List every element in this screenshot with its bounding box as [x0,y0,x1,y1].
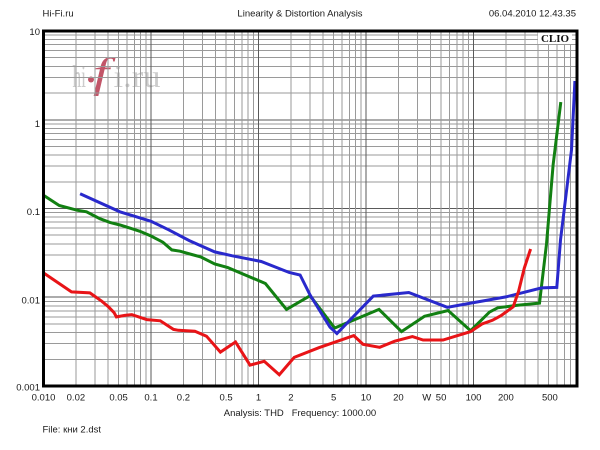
svg-text:Linearity & Distortion Analysi: Linearity & Distortion Analysis [237,9,362,20]
svg-text:hi: hi [73,58,87,94]
svg-text:50: 50 [436,393,447,404]
svg-text:10: 10 [361,393,372,404]
svg-text:10: 10 [29,27,40,38]
svg-text:0.2: 0.2 [177,393,190,404]
svg-text:100: 100 [466,393,482,404]
svg-text:Hi-Fi.ru: Hi-Fi.ru [43,9,74,20]
svg-text:0.1: 0.1 [27,207,40,218]
svg-text:0.02: 0.02 [67,393,86,404]
svg-text:File: кни 2.dst: File: кни 2.dst [43,425,102,436]
svg-text:Analysis: THD Frequency: 100: Analysis: THD Frequency: 1000.00 [224,408,376,419]
svg-text:06.04.2010 12.43.35: 06.04.2010 12.43.35 [489,9,576,20]
svg-text:1: 1 [35,119,40,130]
svg-text:0.05: 0.05 [109,393,128,404]
svg-text:20: 20 [393,393,404,404]
svg-text:i.ru: i.ru [114,58,161,94]
svg-text:0.1: 0.1 [144,393,157,404]
svg-text:0.010: 0.010 [32,393,56,404]
svg-text:CLIO: CLIO [541,33,570,45]
svg-text:500: 500 [542,393,558,404]
svg-text:2: 2 [288,393,293,404]
svg-text:5: 5 [331,393,336,404]
svg-text:0.5: 0.5 [219,393,232,404]
svg-text:0.001: 0.001 [16,382,40,393]
svg-text:0.01: 0.01 [22,295,41,306]
svg-text:200: 200 [498,393,514,404]
svg-text:W: W [422,393,431,404]
svg-text:1: 1 [256,393,261,404]
